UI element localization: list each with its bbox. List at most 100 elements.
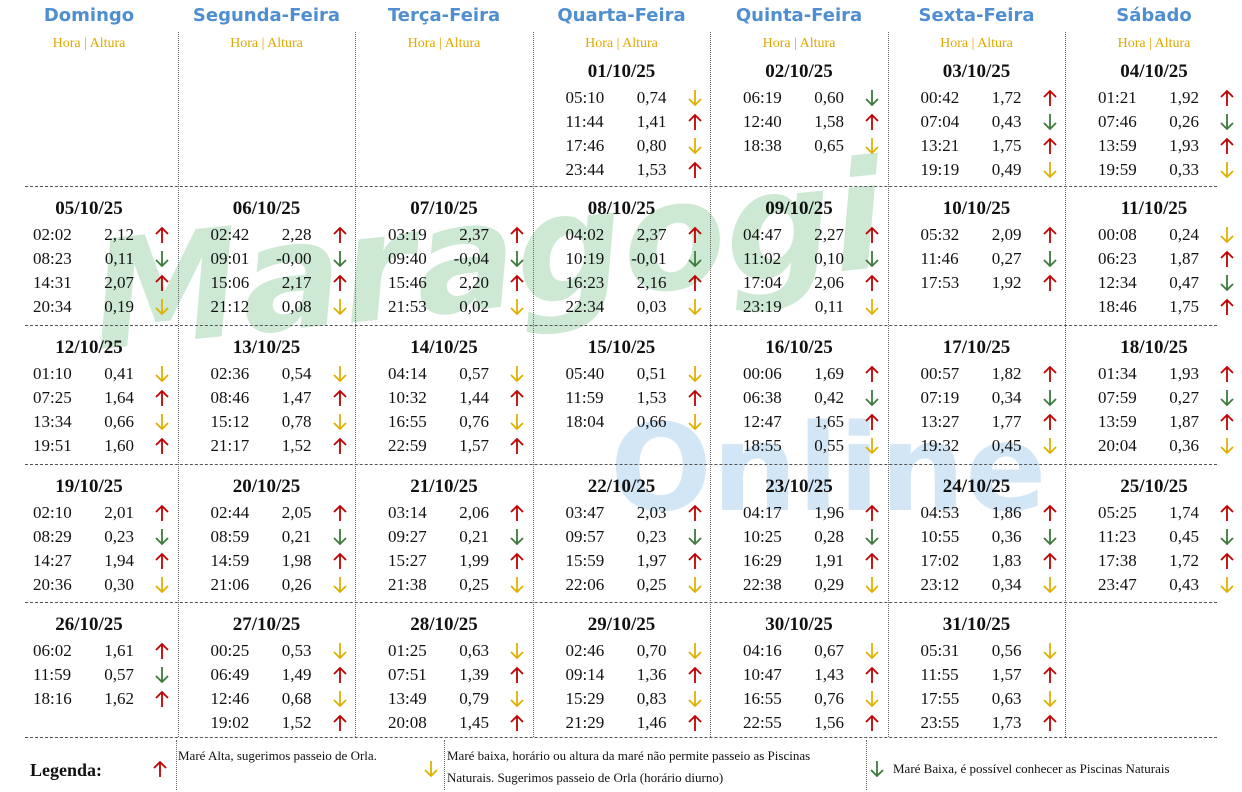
tide-time: 19:32 [920, 436, 960, 455]
tide-arrow [687, 529, 702, 546]
tide-arrow [1220, 250, 1234, 267]
tide-arrow [155, 667, 169, 684]
column-label: Hora | Altura [52, 36, 126, 51]
tide-height: 0,27 [991, 249, 1022, 268]
tide-arrow [332, 299, 347, 316]
tide-height: 2,12 [104, 225, 134, 244]
tide-arrow [155, 251, 169, 268]
tide-height: 0,25 [636, 575, 667, 594]
tide-height: 0,76 [459, 412, 489, 431]
tide-height: 0,68 [281, 689, 312, 708]
tide-time: 20:04 [1098, 436, 1137, 455]
tide-height: 1,62 [104, 689, 134, 708]
tide-arrow [865, 299, 879, 316]
tide-height: 1,52 [281, 436, 312, 455]
date: 13/10/25 [232, 337, 301, 358]
tide-arrow [510, 552, 524, 569]
tide-arrow [865, 552, 879, 569]
tide-height: 1,41 [636, 112, 667, 131]
tide-height: 0,45 [991, 436, 1022, 455]
tide-time: 01:21 [1098, 88, 1137, 107]
tide-arrow [1042, 552, 1057, 569]
column-label: Hora | Altura [1117, 36, 1191, 51]
tide-time: 11:46 [920, 249, 959, 268]
tide-arrow [510, 274, 524, 291]
tide-arrow [1042, 691, 1057, 708]
tide-height: 0,47 [1169, 273, 1199, 292]
tide-time: 04:53 [920, 503, 960, 522]
tide-arrow [687, 389, 702, 406]
tide-time: 03:47 [565, 503, 605, 522]
day-header: Domingo [43, 5, 135, 26]
tide-time: 06:02 [33, 641, 72, 660]
tide-arrow [155, 437, 169, 454]
tide-height: 0,65 [814, 136, 844, 155]
date: 29/10/25 [587, 614, 656, 635]
tide-height: 2,37 [636, 225, 667, 244]
tide-arrow [865, 643, 879, 660]
date: 17/10/25 [942, 337, 1011, 358]
tide-height: -0,01 [631, 249, 667, 268]
tide-time: 02:44 [210, 503, 250, 522]
tide-height: 0,26 [1169, 112, 1199, 131]
tide-time: 21:06 [210, 575, 250, 594]
tide-height: 1,96 [814, 503, 844, 522]
tide-height: 0,02 [459, 297, 489, 316]
tide-height: 1,53 [636, 160, 667, 179]
tide-height: 1,58 [814, 112, 844, 131]
column-label: Hora | Altura [940, 36, 1013, 51]
tide-time: 02:02 [33, 225, 72, 244]
tide-time: 21:17 [210, 436, 250, 455]
tide-arrow [1220, 89, 1234, 106]
tide-time: 22:34 [565, 297, 605, 316]
tide-height: 0,36 [1169, 436, 1199, 455]
tide-arrow [1042, 274, 1057, 291]
tide-time: 00:25 [210, 641, 250, 660]
tide-arrow [687, 414, 702, 431]
date: 07/10/25 [410, 198, 478, 219]
tide-arrow [510, 714, 524, 731]
tide-arrow [332, 666, 347, 683]
tide-arrow [687, 504, 702, 521]
tide-height: 0,78 [281, 412, 312, 431]
tide-time: 15:12 [210, 412, 250, 431]
tide-height: 0,21 [281, 527, 312, 546]
tide-arrow [687, 113, 702, 130]
tide-arrow [155, 274, 169, 291]
date: 28/10/25 [410, 614, 478, 635]
tide-height: 0,70 [636, 641, 667, 660]
tide-arrow [687, 251, 702, 268]
tide-arrow [687, 138, 702, 155]
tide-height: 1,98 [281, 551, 312, 570]
date: 20/10/25 [232, 476, 301, 497]
tide-time: 22:59 [388, 436, 427, 455]
date: 09/10/25 [765, 198, 833, 219]
tide-height: 0,67 [814, 641, 844, 660]
date: 31/10/25 [942, 614, 1011, 635]
tide-height: 1,69 [814, 364, 844, 383]
tide-height: 2,06 [459, 503, 489, 522]
tide-time: 07:46 [1098, 112, 1137, 131]
tide-height: 0,43 [991, 112, 1022, 131]
date: 21/10/25 [410, 476, 478, 497]
column-divider [1065, 32, 1066, 737]
tide-arrow [1042, 390, 1057, 407]
tide-arrow [332, 389, 347, 406]
week-divider [25, 737, 1217, 738]
tide-height: 0,57 [459, 364, 489, 383]
tide-arrow [1042, 666, 1057, 683]
tide-height: 0,60 [814, 88, 844, 107]
tide-height: 0,43 [1169, 575, 1199, 594]
tide-arrow [510, 691, 524, 708]
tide-arrow [155, 389, 169, 406]
legend-text: Maré Baixa, é possível conhecer as Pisci… [893, 761, 1170, 776]
tide-arrow [865, 138, 879, 155]
column-divider [355, 32, 356, 737]
tide-arrow [865, 438, 879, 455]
tide-arrow [1042, 577, 1057, 594]
tide-height: 1,56 [814, 713, 844, 732]
tide-time: 20:36 [33, 575, 72, 594]
tide-time: 10:55 [920, 527, 960, 546]
tide-arrow [510, 414, 524, 431]
tide-time: 05:40 [565, 364, 605, 383]
